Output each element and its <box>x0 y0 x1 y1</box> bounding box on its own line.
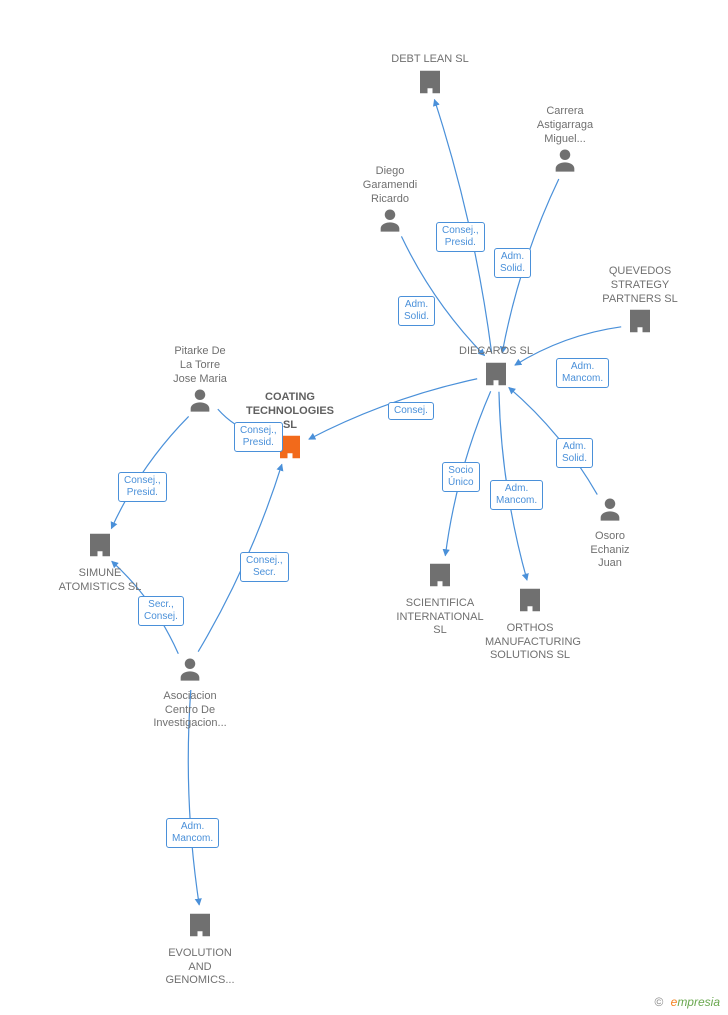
node-label: QUEVEDOSSTRATEGYPARTNERS SL <box>595 265 685 306</box>
edge-label: SocioÚnico <box>442 462 480 492</box>
node-label: DEBT LEAN SL <box>385 53 475 67</box>
building-icon <box>55 530 145 565</box>
person-icon <box>145 655 235 688</box>
edge-label: Adm.Solid. <box>398 296 435 326</box>
edge-label: Adm.Solid. <box>494 248 531 278</box>
node-carrera[interactable]: CarreraAstigarragaMiguel... <box>520 103 610 179</box>
node-label: OsoroEchanizJuan <box>565 530 655 571</box>
node-label: EVOLUTIONANDGENOMICS... <box>155 947 245 988</box>
node-label: SCIENTIFICAINTERNATIONAL SL <box>395 597 485 638</box>
building-icon <box>395 560 485 595</box>
node-quevedos[interactable]: QUEVEDOSSTRATEGYPARTNERS SL <box>595 263 685 341</box>
node-pitarke[interactable]: Pitarke DeLa TorreJose Maria <box>155 343 245 419</box>
node-debtlean[interactable]: DEBT LEAN SL <box>385 51 475 102</box>
node-label: DiegoGaramendiRicardo <box>345 165 435 206</box>
node-asoc[interactable]: AsociacionCentro DeInvestigacion... <box>145 655 235 731</box>
edge-label: Adm.Mancom. <box>556 358 609 388</box>
node-osoro[interactable]: OsoroEchanizJuan <box>565 495 655 571</box>
building-icon <box>451 359 541 394</box>
node-evolution[interactable]: EVOLUTIONANDGENOMICS... <box>155 910 245 988</box>
person-icon <box>565 495 655 528</box>
building-icon <box>385 67 475 102</box>
edge-label: Adm.Mancom. <box>490 480 543 510</box>
node-scient[interactable]: SCIENTIFICAINTERNATIONAL SL <box>395 560 485 638</box>
edge-label: Adm.Mancom. <box>166 818 219 848</box>
footer-credit: © empresia <box>654 995 720 1009</box>
edge-label: Consej.,Secr. <box>240 552 289 582</box>
person-icon <box>520 146 610 179</box>
edge-label: Adm.Solid. <box>556 438 593 468</box>
person-icon <box>345 206 435 239</box>
node-label: ORTHOSMANUFACTURINGSOLUTIONS SL <box>485 622 575 663</box>
building-icon <box>485 585 575 620</box>
building-icon <box>595 306 685 341</box>
node-label: SIMUNEATOMISTICS SL <box>55 567 145 595</box>
edge-label: Secr.,Consej. <box>138 596 184 626</box>
edge-label: Consej.,Presid. <box>118 472 167 502</box>
node-orthos[interactable]: ORTHOSMANUFACTURINGSOLUTIONS SL <box>485 585 575 663</box>
node-diecaros[interactable]: DIECAROS SL <box>451 343 541 394</box>
node-label: DIECAROS SL <box>451 345 541 359</box>
node-diego[interactable]: DiegoGaramendiRicardo <box>345 163 435 239</box>
edge-label: Consej. <box>388 402 434 420</box>
node-label: AsociacionCentro DeInvestigacion... <box>145 690 235 731</box>
edge-label: Consej.,Presid. <box>436 222 485 252</box>
building-icon <box>155 910 245 945</box>
node-label: Pitarke DeLa TorreJose Maria <box>155 345 245 386</box>
network-canvas: COATINGTECHNOLOGIESSLDIECAROS SLDEBT LEA… <box>0 0 728 1015</box>
node-simune[interactable]: SIMUNEATOMISTICS SL <box>55 530 145 594</box>
brand-rest: mpresia <box>677 995 720 1009</box>
copyright-symbol: © <box>654 995 663 1009</box>
person-icon <box>155 386 245 419</box>
node-label: CarreraAstigarragaMiguel... <box>520 105 610 146</box>
edge-label: Consej.,Presid. <box>234 422 283 452</box>
